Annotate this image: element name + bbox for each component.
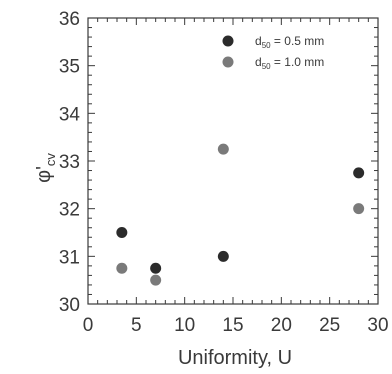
tick-labels: 0 5 10 15 20 25 30 30 31 32 33 34 35 36 — [59, 9, 389, 336]
data-point-series-2 — [217, 143, 229, 155]
data-point-series-1 — [116, 227, 128, 238]
x-tick-label: 5 — [131, 315, 142, 336]
x-tick-label: 20 — [271, 315, 292, 336]
x-tick-label: 30 — [367, 315, 388, 336]
legend-marker-series-2 — [222, 56, 234, 68]
y-tick-label: 35 — [59, 57, 80, 78]
y-axis-label-main: φ' — [33, 166, 55, 183]
legend-marker-series-1 — [222, 35, 234, 47]
y-tick-label: 33 — [59, 152, 80, 173]
y-tick-label: 32 — [59, 200, 80, 221]
y-tick-label: 31 — [59, 247, 80, 268]
y-axis-label: φ'cv — [33, 153, 58, 183]
data-point-series-1 — [353, 167, 365, 179]
y-axis-label-sub: cv — [43, 153, 58, 167]
ticks — [87, 17, 379, 305]
y-tick-label: 30 — [59, 295, 80, 316]
legend: d50 = 0.5 mm d50 = 1.0 mm — [222, 34, 324, 71]
legend-label-series-2: d50 = 1.0 mm — [255, 55, 324, 71]
data-point-series-1 — [217, 250, 229, 262]
data-point-series-1 — [150, 262, 162, 274]
x-tick-label: 15 — [222, 315, 243, 336]
x-tick-label: 25 — [319, 315, 340, 336]
legend-label-series-1: d50 = 0.5 mm — [255, 34, 324, 50]
data-point-series-2 — [116, 262, 128, 274]
data-point-series-2 — [150, 274, 162, 286]
data-point-series-2 — [353, 203, 365, 215]
data-points — [116, 143, 365, 286]
x-tick-label: 10 — [174, 315, 195, 336]
y-tick-label: 34 — [59, 104, 81, 125]
y-tick-label: 36 — [59, 9, 80, 30]
x-tick-label: 0 — [83, 315, 94, 336]
x-axis-label: Uniformity, U — [178, 347, 292, 369]
